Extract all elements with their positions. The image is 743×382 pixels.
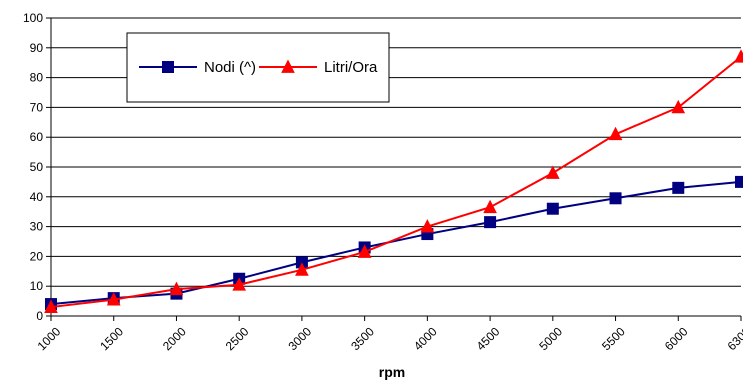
legend-entry: Nodi (^) [139, 59, 256, 76]
y-tick-label: 100 [23, 11, 43, 25]
data-point-triangle [546, 165, 560, 179]
series-line [50, 55, 742, 309]
data-point-triangle [734, 49, 743, 63]
series-line [50, 180, 742, 306]
data-point-square [546, 202, 559, 215]
x-tick-label: 6000 [662, 324, 691, 353]
y-tick-label: 0 [36, 309, 43, 323]
legend-entry: Litri/Ora [259, 59, 378, 76]
x-tick-label: 2000 [160, 324, 189, 353]
data-point-triangle [608, 126, 623, 141]
legend: Nodi (^) Litri/Ora [126, 32, 390, 103]
y-tick-label: 10 [30, 279, 44, 293]
y-tick-label: 70 [30, 100, 44, 114]
data-point-triangle [232, 277, 246, 291]
data-point-triangle [169, 281, 184, 296]
x-tick-label: 6300 [725, 324, 743, 353]
data-point-triangle [295, 262, 309, 276]
x-tick-label: 5500 [599, 324, 628, 353]
data-point-square [735, 175, 743, 188]
data-point-triangle [483, 199, 497, 214]
legend-label: Nodi (^) [204, 59, 256, 76]
x-axis-title: rpm [379, 364, 405, 380]
series-layer [44, 49, 743, 313]
data-point-square [609, 192, 622, 205]
axes [46, 17, 742, 321]
legend-marker-square [162, 61, 174, 73]
x-tick-label: 3500 [348, 324, 377, 353]
data-point-triangle [420, 219, 435, 233]
x-tick-label: 2500 [223, 324, 252, 353]
y-tick-labels: 0 10 20 30 40 50 60 70 80 90 100 [23, 11, 43, 323]
x-tick-label: 1000 [35, 324, 64, 353]
x-tick-label: 5000 [536, 324, 565, 353]
x-tick-label: 4500 [474, 324, 503, 353]
data-point-triangle [671, 99, 686, 114]
y-tick-label: 50 [30, 160, 44, 174]
y-tick-label: 30 [30, 220, 44, 234]
x-tick-label: 1500 [97, 324, 126, 353]
legend-label: Litri/Ora [324, 59, 378, 76]
gridlines [51, 17, 741, 287]
y-tick-label: 90 [30, 41, 44, 55]
y-tick-label: 20 [30, 249, 44, 263]
data-point-triangle [106, 292, 121, 306]
data-point-triangle [44, 299, 58, 313]
x-tick-label: 3000 [285, 324, 314, 353]
y-tick-label: 80 [30, 71, 44, 85]
data-point-square [672, 181, 685, 194]
legend-marker-triangle [281, 59, 295, 73]
y-tick-label: 60 [30, 130, 44, 144]
data-point-square [484, 216, 497, 229]
x-tick-label: 4000 [411, 324, 440, 353]
series-litri-ora [44, 49, 743, 313]
x-tick-labels: 1000 1500 2000 2500 3000 3500 4000 4500 5000 5500… [35, 324, 743, 353]
y-tick-label: 40 [30, 190, 44, 204]
data-point-triangle [357, 244, 372, 258]
